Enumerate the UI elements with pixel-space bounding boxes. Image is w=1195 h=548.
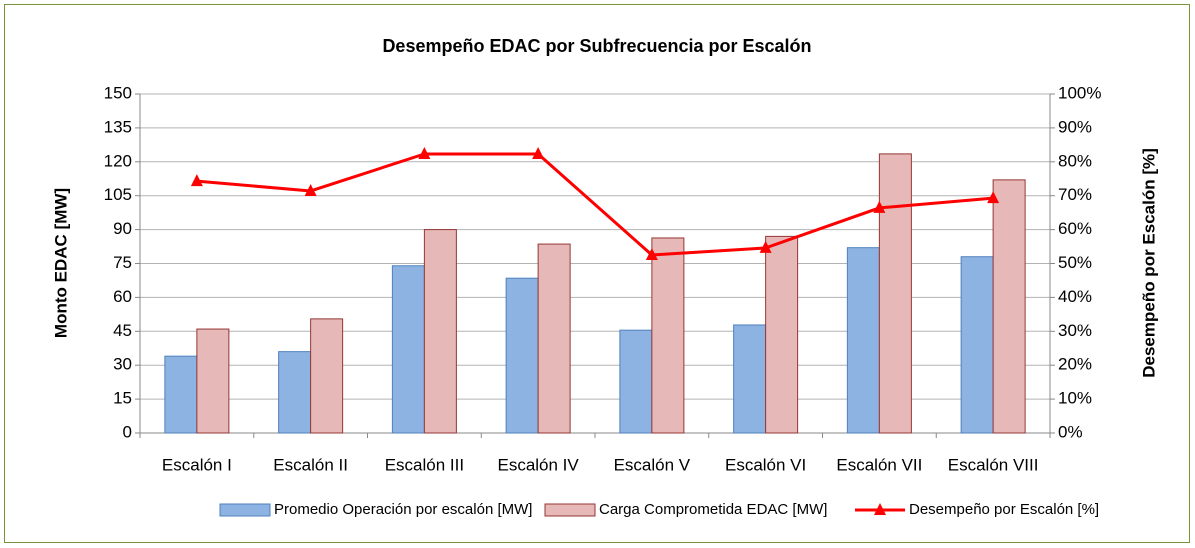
x-tick-label: Escalón VIII (948, 455, 1039, 474)
bar (651, 237, 685, 434)
legend-swatch (544, 503, 596, 517)
y2-tick-label: 50% (1058, 253, 1092, 272)
bar (278, 351, 312, 434)
line-marker (987, 191, 1000, 204)
y2-tick-label: 60% (1058, 219, 1092, 238)
y-tick-label: 15 (113, 389, 132, 408)
bar (164, 355, 198, 434)
bar (878, 153, 912, 434)
x-tick-label: Escalón IV (497, 455, 579, 474)
y2-tick-label: 0% (1058, 422, 1083, 441)
bar (505, 277, 539, 434)
bar (765, 235, 799, 434)
y-tick-label: 135 (104, 117, 132, 136)
y2-tick-label: 90% (1058, 117, 1092, 136)
y-tick-label: 0 (123, 422, 132, 441)
line-marker (759, 240, 772, 253)
bar (992, 179, 1026, 434)
y2-tick-label: 80% (1058, 151, 1092, 170)
y2-tick-label: 70% (1058, 185, 1092, 204)
y-axis-title: Monto EDAC [MW] (51, 188, 70, 338)
line-marker (873, 200, 886, 213)
y-tick-label: 60 (113, 287, 132, 306)
line-marker (532, 147, 545, 160)
line-marker (418, 147, 431, 160)
legend-label: Desempeño por Escalón [%] (909, 501, 1099, 518)
bar (846, 247, 880, 434)
y-tick-label: 45 (113, 321, 132, 340)
line-marker (304, 183, 317, 196)
x-tick-label: Escalón III (385, 455, 464, 474)
y-tick-label: 90 (113, 219, 132, 238)
y-tick-label: 150 (104, 83, 132, 102)
bar (537, 243, 571, 434)
x-tick-label: Escalón VII (836, 455, 922, 474)
bar (391, 265, 425, 434)
line-marker (645, 248, 658, 261)
y2-tick-label: 10% (1058, 389, 1092, 408)
bar (196, 328, 230, 434)
x-tick-label: Escalón V (614, 455, 691, 474)
y2-tick-label: 30% (1058, 321, 1092, 340)
y-tick-label: 120 (104, 151, 132, 170)
bar (733, 324, 767, 434)
bar (960, 256, 994, 434)
x-tick-label: Escalón VI (725, 455, 806, 474)
y-tick-label: 30 (113, 355, 132, 374)
chart-title: Desempeño EDAC por Subfrecuencia por Esc… (382, 36, 811, 56)
bar (310, 318, 344, 434)
y2-tick-label: 20% (1058, 355, 1092, 374)
y2-tick-label: 40% (1058, 287, 1092, 306)
x-tick-label: Escalón I (162, 455, 232, 474)
line (196, 152, 994, 257)
legend-label: Carga Comprometida EDAC [MW] (599, 501, 827, 518)
y2-axis-title: Desempeño por Escalón [%] (1139, 148, 1158, 378)
y2-tick-label: 100% (1058, 83, 1101, 102)
legend-swatch (219, 503, 271, 517)
legend-marker (874, 503, 886, 515)
line-marker (190, 174, 203, 187)
bar (619, 329, 653, 434)
legend-label: Promedio Operación por escalón [MW] (274, 501, 532, 518)
y-tick-label: 75 (113, 253, 132, 272)
x-tick-label: Escalón II (273, 455, 348, 474)
bar (423, 229, 457, 434)
y-tick-label: 105 (104, 185, 132, 204)
